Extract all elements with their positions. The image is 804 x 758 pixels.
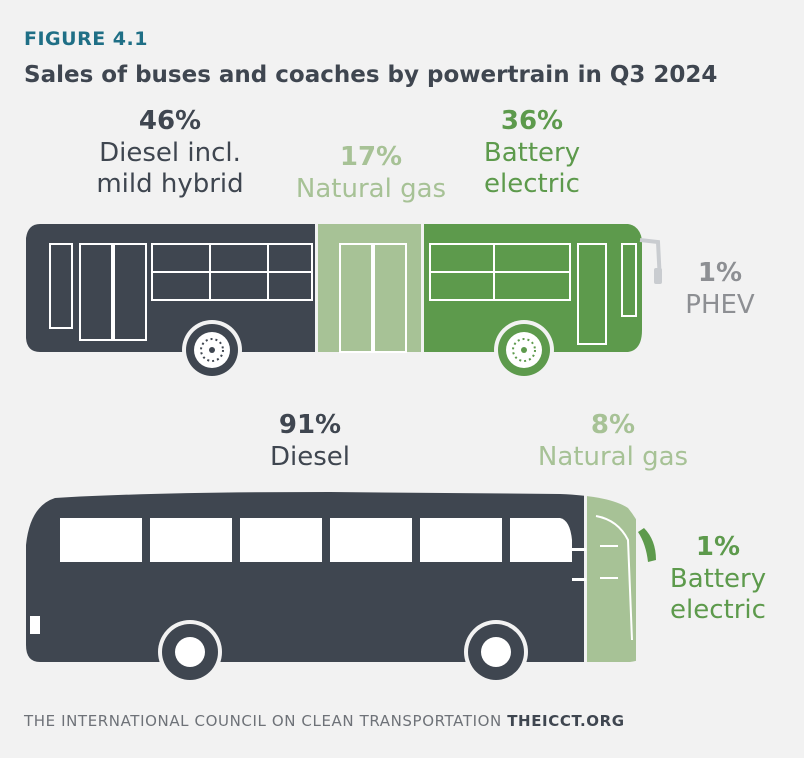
bus-phev-value: 1% [697,258,743,288]
coach-wheel-rear [158,620,222,684]
coach-diesel-label: 91% Diesel [230,410,390,473]
bus-segment-natural-gas [317,224,423,352]
footer: THE INTERNATIONAL COUNCIL ON CLEAN TRANS… [24,712,625,730]
bus-battery-value: 36% [500,106,564,136]
bus-diesel-label: 46% Diesel incl. mild hybrid [70,106,270,201]
bus-natural-gas-value: 17% [339,142,403,172]
bus-natural-gas-name: Natural gas [295,173,447,204]
coach-natural-gas-value: 8% [590,410,636,440]
coach-battery-name-line1: Battery [669,563,767,594]
coach-natural-gas-name: Natural gas [537,441,689,472]
coach-natural-gas-label: 8% Natural gas [518,410,708,473]
coach-battery-value: 1% [695,532,741,562]
footer-org: THE INTERNATIONAL COUNCIL ON CLEAN TRANS… [24,712,502,730]
bus-phev-name: PHEV [685,289,755,320]
figure-label: FIGURE 4.1 [24,28,148,50]
bus-body [26,220,662,380]
chart-title: Sales of buses and coaches by powertrain… [24,62,718,88]
bus-segment-diesel [26,224,317,352]
bus-wheel-front [494,320,554,380]
bus-battery-name-line1: Battery [483,137,581,168]
bus-phev-label: 1% PHEV [670,258,770,321]
coach-battery-label: 1% Battery electric [652,532,784,627]
bus-diesel-value: 46% [138,106,202,136]
footer-site: THEICCT.ORG [507,712,625,730]
bus-battery-name-line2: electric [484,169,580,200]
bus-diesel-name-line1: Diesel incl. [99,137,241,168]
bus-diesel-name-line2: mild hybrid [96,169,244,200]
coach-segment-battery [638,528,656,562]
coach-diesel-value: 91% [278,410,342,440]
coach-wheel-front [464,620,528,684]
bus-battery-label: 36% Battery electric [462,106,602,201]
bus-natural-gas-label: 17% Natural gas [276,142,466,205]
bus-wheel-rear [182,320,242,380]
coach-battery-name-line2: electric [670,595,766,626]
coach-body [26,488,656,684]
coach-diesel-name: Diesel [269,441,350,472]
